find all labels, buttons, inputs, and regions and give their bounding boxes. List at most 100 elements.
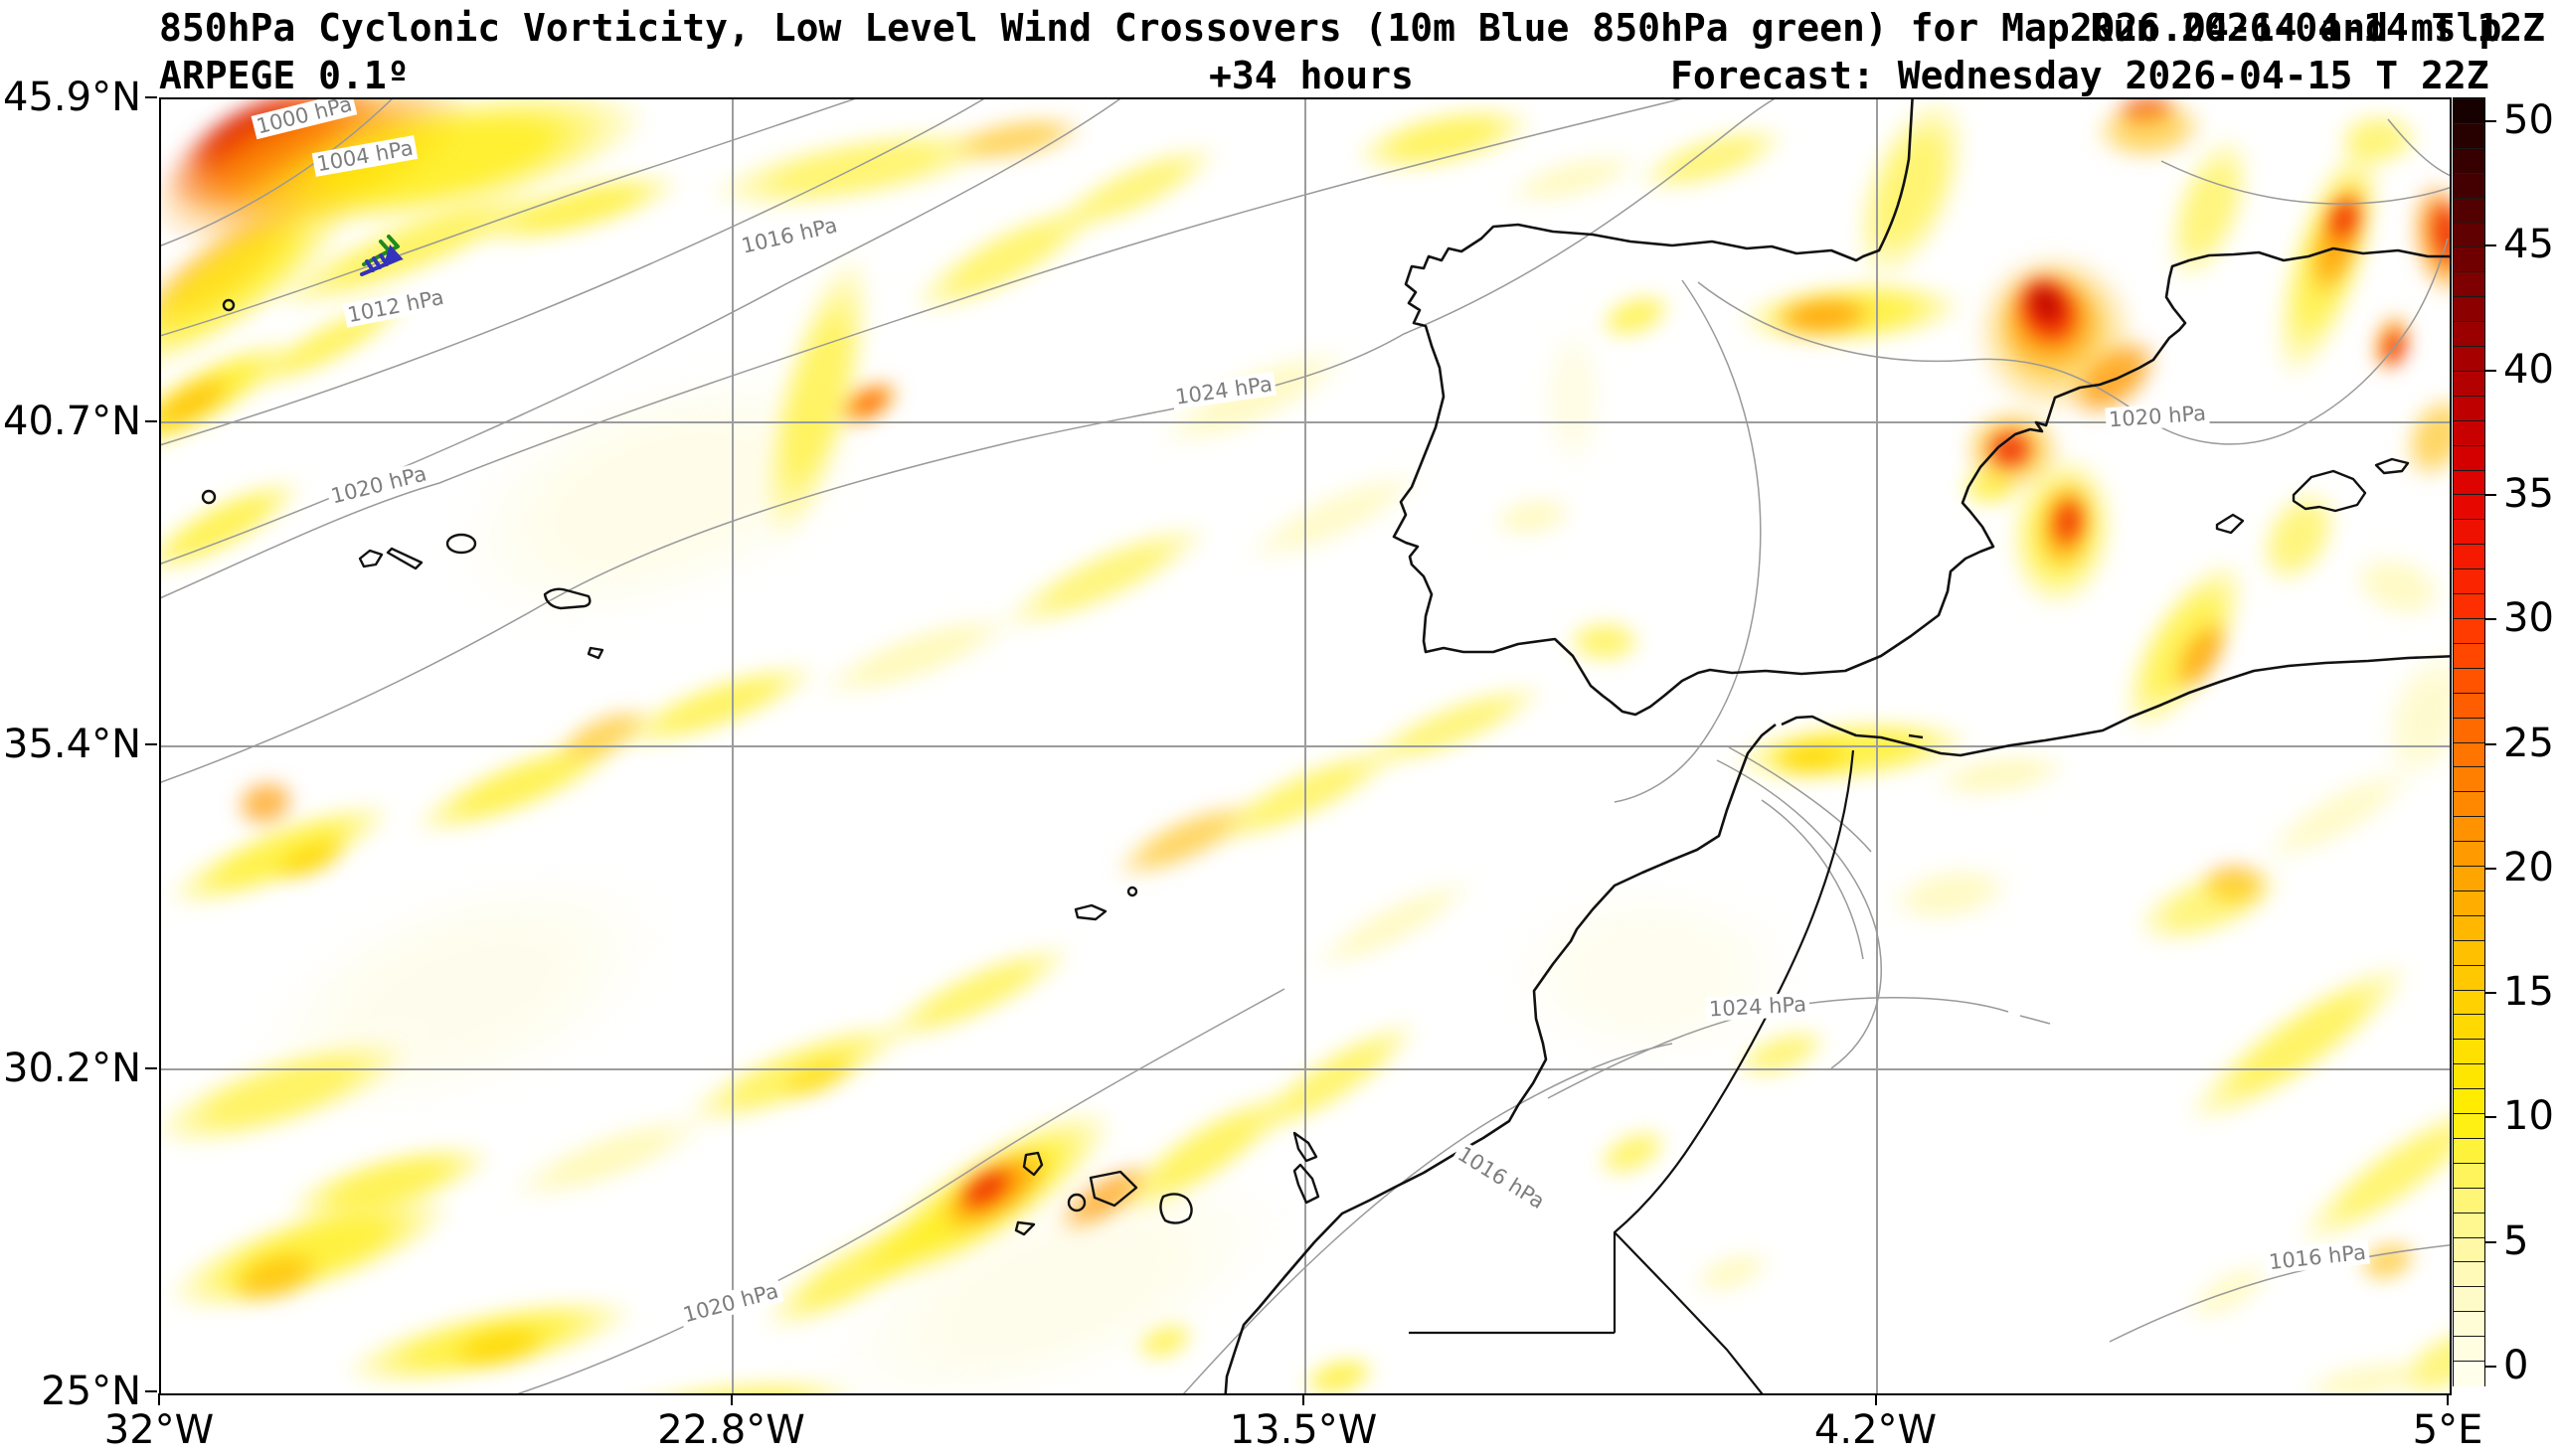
colorbar-tick-label: 15	[2503, 969, 2554, 1016]
map-vector-layer	[161, 99, 2450, 1393]
y-tick	[145, 1066, 157, 1069]
colorbar-tick	[2485, 369, 2496, 372]
island-el-hierro	[1014, 1220, 1036, 1236]
run-label: Run 2026-04-14 T 12Z	[2090, 6, 2545, 50]
coastline-iberia-france	[1392, 99, 2450, 717]
colorbar-segment	[2454, 147, 2484, 174]
forecast-label: Forecast: Wednesday 2026-04-15 T 22Z	[1670, 54, 2489, 97]
vorticity-field-layer	[161, 99, 2450, 1393]
colorbar-segment	[2454, 370, 2484, 397]
colorbar-segment	[2454, 197, 2484, 224]
small-closed-contour	[222, 298, 236, 312]
colorbar-segment	[2454, 617, 2484, 644]
colorbar-tick-label: 40	[2503, 346, 2554, 393]
colorbar-tick	[2485, 493, 2496, 496]
colorbar-tick	[2485, 120, 2496, 122]
y-tick-label: 45.9°N	[3, 75, 141, 120]
colorbar-segment	[2454, 1039, 2484, 1065]
colorbar-tick	[2485, 618, 2496, 621]
colorbar-segment	[2454, 469, 2484, 496]
wind-barb-10m-icon	[360, 253, 402, 276]
map-canvas: 1000 hPa 1004 hPa 1016 hPa 1012 hPa 1024 hPa…	[159, 97, 2452, 1395]
x-tick	[1874, 1393, 1877, 1405]
colorbar-segment	[2454, 1311, 2484, 1338]
colorbar-segment	[2454, 766, 2484, 793]
y-tick	[145, 1390, 157, 1392]
model-label: ARPEGE 0.1º	[159, 54, 410, 97]
colorbar-segment	[2454, 939, 2484, 966]
colorbar	[2453, 97, 2485, 1386]
colorbar-segment	[2454, 1137, 2484, 1164]
island-santa-maria	[587, 646, 604, 660]
island-la-gomera	[1067, 1193, 1087, 1213]
colorbar-segment	[2454, 791, 2484, 818]
island-ibiza	[2215, 513, 2245, 535]
colorbar-tick-label: 0	[2503, 1343, 2529, 1389]
colorbar-segment	[2454, 741, 2484, 768]
y-tick-label: 35.4°N	[3, 722, 141, 767]
colorbar-segment	[2454, 816, 2484, 843]
island-porto-santo	[1126, 886, 1138, 897]
colorbar-segment	[2454, 1088, 2484, 1115]
colorbar-tick	[2485, 1240, 2496, 1243]
colorbar-tick-label: 20	[2503, 844, 2554, 890]
colorbar-tick	[2485, 1116, 2496, 1119]
island-gran-canaria	[1159, 1193, 1193, 1224]
colorbar-tick	[2485, 992, 2496, 995]
x-tick-label: 13.5°W	[1229, 1407, 1378, 1453]
colorbar-segment	[2454, 222, 2484, 248]
colorbar-segment	[2454, 593, 2484, 619]
island-sao-jorge	[386, 547, 424, 570]
colorbar-segment	[2454, 1014, 2484, 1041]
colorbar-segment	[2454, 1113, 2484, 1139]
colorbar-segment	[2454, 914, 2484, 941]
island-flores	[201, 489, 217, 505]
gridline-horizontal	[161, 421, 2450, 423]
x-tick-label: 32°W	[103, 1407, 215, 1453]
colorbar-segment	[2454, 346, 2484, 372]
colorbar-segment	[2454, 296, 2484, 323]
colorbar-segment	[2454, 841, 2484, 867]
island-la-palma	[1022, 1151, 1044, 1177]
colorbar-tick-label: 50	[2503, 97, 2554, 144]
colorbar-tick	[2485, 742, 2496, 745]
colorbar-segment	[2454, 494, 2484, 521]
colorbar-tick-label: 25	[2503, 720, 2554, 766]
island-terceira	[445, 533, 477, 555]
y-tick	[145, 419, 157, 422]
colorbar-segment	[2454, 642, 2484, 669]
colorbar-segment	[2454, 866, 2484, 891]
y-tick-label: 40.7°N	[3, 398, 141, 444]
island-alboran	[1908, 733, 1924, 739]
colorbar-segment	[2454, 717, 2484, 743]
x-tick	[730, 1393, 733, 1405]
colorbar-segment	[2454, 1236, 2484, 1263]
colorbar-segment	[2454, 692, 2484, 719]
islands-layer	[201, 298, 2410, 1236]
isobar-contours	[161, 99, 2450, 1393]
colorbar-tick-label: 30	[2503, 595, 2554, 642]
wind-barb-10m-flag-icon	[384, 244, 404, 264]
colorbar-segment	[2454, 1212, 2484, 1238]
gridline-horizontal	[161, 745, 2450, 747]
x-tick-label: 4.2°W	[1813, 1407, 1938, 1453]
colorbar-segment	[2454, 1063, 2484, 1090]
colorbar-segment	[2454, 1361, 2484, 1386]
colorbar-segment	[2454, 890, 2484, 916]
colorbar-tick-label: 10	[2503, 1093, 2554, 1140]
x-tick	[2447, 1393, 2449, 1405]
colorbar-tick	[2485, 867, 2496, 870]
vorticity-blob	[1550, 608, 1659, 674]
x-tick	[158, 1393, 160, 1405]
colorbar-segment	[2454, 321, 2484, 348]
colorbar-segment	[2454, 519, 2484, 546]
y-tick	[145, 743, 157, 745]
colorbar-tick	[2485, 1366, 2496, 1368]
island-faial-pico	[358, 549, 384, 568]
colorbar-segment	[2454, 1187, 2484, 1213]
x-tick	[1302, 1393, 1304, 1405]
x-tick-label: 22.8°W	[657, 1407, 805, 1453]
colorbar-segment	[2454, 1162, 2484, 1189]
colorbar-segment	[2454, 246, 2484, 273]
